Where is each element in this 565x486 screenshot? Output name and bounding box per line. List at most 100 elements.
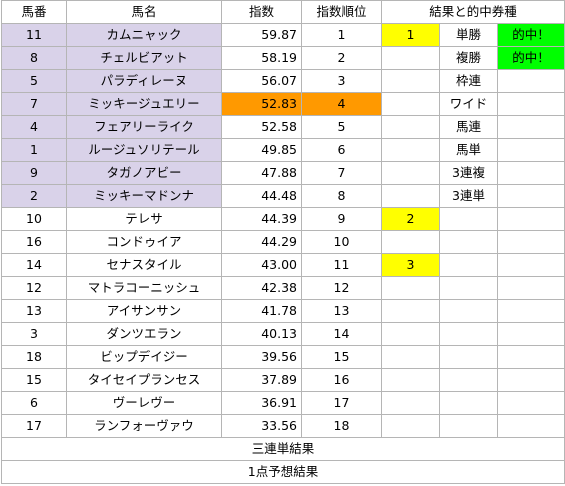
- cell-rank: 4: [301, 92, 382, 116]
- cell-umaban: 5: [1, 69, 67, 93]
- table-row: 13 アイサンサン 41.78 13: [1, 299, 565, 323]
- cell-hit: 的中！: [497, 23, 565, 47]
- table-row: 16 コンドゥイア 44.29 10: [1, 230, 565, 254]
- cell-index: 52.58: [221, 115, 302, 139]
- cell-hit: [497, 253, 565, 277]
- cell-place: [381, 161, 440, 185]
- cell-bet-type: 馬単: [439, 138, 498, 162]
- cell-index: 36.91: [221, 391, 302, 415]
- cell-index: 52.83: [221, 92, 302, 116]
- cell-place: [381, 368, 440, 392]
- cell-index: 49.85: [221, 138, 302, 162]
- cell-bet-type: [439, 368, 498, 392]
- cell-bet-type: [439, 322, 498, 346]
- cell-bet-type: 複勝: [439, 46, 498, 70]
- cell-bet-type: [439, 253, 498, 277]
- cell-place: [381, 69, 440, 93]
- cell-horse-name: ランフォーヴァウ: [66, 414, 222, 438]
- cell-index: 42.38: [221, 276, 302, 300]
- cell-rank: 17: [301, 391, 382, 415]
- header-name: 馬名: [66, 0, 222, 24]
- table-row: 4 フェアリーライク 52.58 5 馬連: [1, 115, 565, 139]
- cell-hit: [497, 299, 565, 323]
- cell-rank: 10: [301, 230, 382, 254]
- cell-horse-name: タガノアビー: [66, 161, 222, 185]
- cell-horse-name: チェルビアット: [66, 46, 222, 70]
- cell-horse-name: ミッキージュエリー: [66, 92, 222, 116]
- cell-bet-type: 3連複: [439, 161, 498, 185]
- cell-hit: [497, 92, 565, 116]
- cell-umaban: 8: [1, 46, 67, 70]
- cell-hit: [497, 69, 565, 93]
- cell-umaban: 15: [1, 368, 67, 392]
- cell-horse-name: ルージュソリテール: [66, 138, 222, 162]
- cell-index: 44.29: [221, 230, 302, 254]
- table-row: 18 ビップデイジー 39.56 15: [1, 345, 565, 369]
- table-row: 1 ルージュソリテール 49.85 6 馬単: [1, 138, 565, 162]
- header-index: 指数: [221, 0, 302, 24]
- cell-place: [381, 230, 440, 254]
- cell-horse-name: カムニャック: [66, 23, 222, 47]
- cell-hit: [497, 161, 565, 185]
- table-row: 7 ミッキージュエリー 52.83 4 ワイド: [1, 92, 565, 116]
- cell-place: [381, 391, 440, 415]
- cell-rank: 9: [301, 207, 382, 231]
- cell-horse-name: ビップデイジー: [66, 345, 222, 369]
- cell-rank: 18: [301, 414, 382, 438]
- table-row: 6 ヴーレヴー 36.91 17: [1, 391, 565, 415]
- table-row: 8 チェルビアット 58.19 2 複勝 的中！: [1, 46, 565, 70]
- cell-horse-name: タイセイプランセス: [66, 368, 222, 392]
- table-row: 11 カムニャック 59.87 1 1 単勝 的中！: [1, 23, 565, 47]
- cell-bet-type: [439, 414, 498, 438]
- cell-rank: 14: [301, 322, 382, 346]
- cell-rank: 6: [301, 138, 382, 162]
- cell-bet-type: [439, 207, 498, 231]
- cell-place: [381, 322, 440, 346]
- cell-hit: [497, 207, 565, 231]
- cell-bet-type: 枠連: [439, 69, 498, 93]
- cell-place: [381, 46, 440, 70]
- cell-bet-type: 単勝: [439, 23, 498, 47]
- cell-place: [381, 299, 440, 323]
- cell-umaban: 17: [1, 414, 67, 438]
- cell-bet-type: [439, 299, 498, 323]
- cell-hit: [497, 345, 565, 369]
- cell-bet-type: 馬連: [439, 115, 498, 139]
- cell-horse-name: マトラコーニッシュ: [66, 276, 222, 300]
- cell-umaban: 12: [1, 276, 67, 300]
- cell-horse-name: コンドゥイア: [66, 230, 222, 254]
- cell-bet-type: [439, 345, 498, 369]
- cell-hit: [497, 322, 565, 346]
- cell-umaban: 3: [1, 322, 67, 346]
- table-row: 2 ミッキーマドンナ 44.48 8 3連単: [1, 184, 565, 208]
- footer-one-point: 1点予想結果: [1, 460, 565, 484]
- cell-index: 58.19: [221, 46, 302, 70]
- cell-umaban: 11: [1, 23, 67, 47]
- table-row: 15 タイセイプランセス 37.89 16: [1, 368, 565, 392]
- cell-umaban: 10: [1, 207, 67, 231]
- cell-place: 2: [381, 207, 440, 231]
- cell-hit: 的中！: [497, 46, 565, 70]
- cell-rank: 15: [301, 345, 382, 369]
- cell-index: 43.00: [221, 253, 302, 277]
- cell-index: 33.56: [221, 414, 302, 438]
- cell-index: 37.89: [221, 368, 302, 392]
- cell-umaban: 6: [1, 391, 67, 415]
- cell-umaban: 9: [1, 161, 67, 185]
- footer-one-point-row: 1点予想結果: [1, 460, 565, 484]
- header-umaban: 馬番: [1, 0, 67, 24]
- cell-rank: 12: [301, 276, 382, 300]
- cell-index: 40.13: [221, 322, 302, 346]
- table-row: 9 タガノアビー 47.88 7 3連複: [1, 161, 565, 185]
- cell-hit: [497, 138, 565, 162]
- cell-place: [381, 92, 440, 116]
- cell-place: [381, 345, 440, 369]
- header-row: 馬番 馬名 指数 指数順位 結果と的中券種: [1, 0, 565, 24]
- cell-index: 39.56: [221, 345, 302, 369]
- cell-bet-type: 3連単: [439, 184, 498, 208]
- cell-place: [381, 276, 440, 300]
- cell-hit: [497, 414, 565, 438]
- cell-index: 59.87: [221, 23, 302, 47]
- cell-place: [381, 414, 440, 438]
